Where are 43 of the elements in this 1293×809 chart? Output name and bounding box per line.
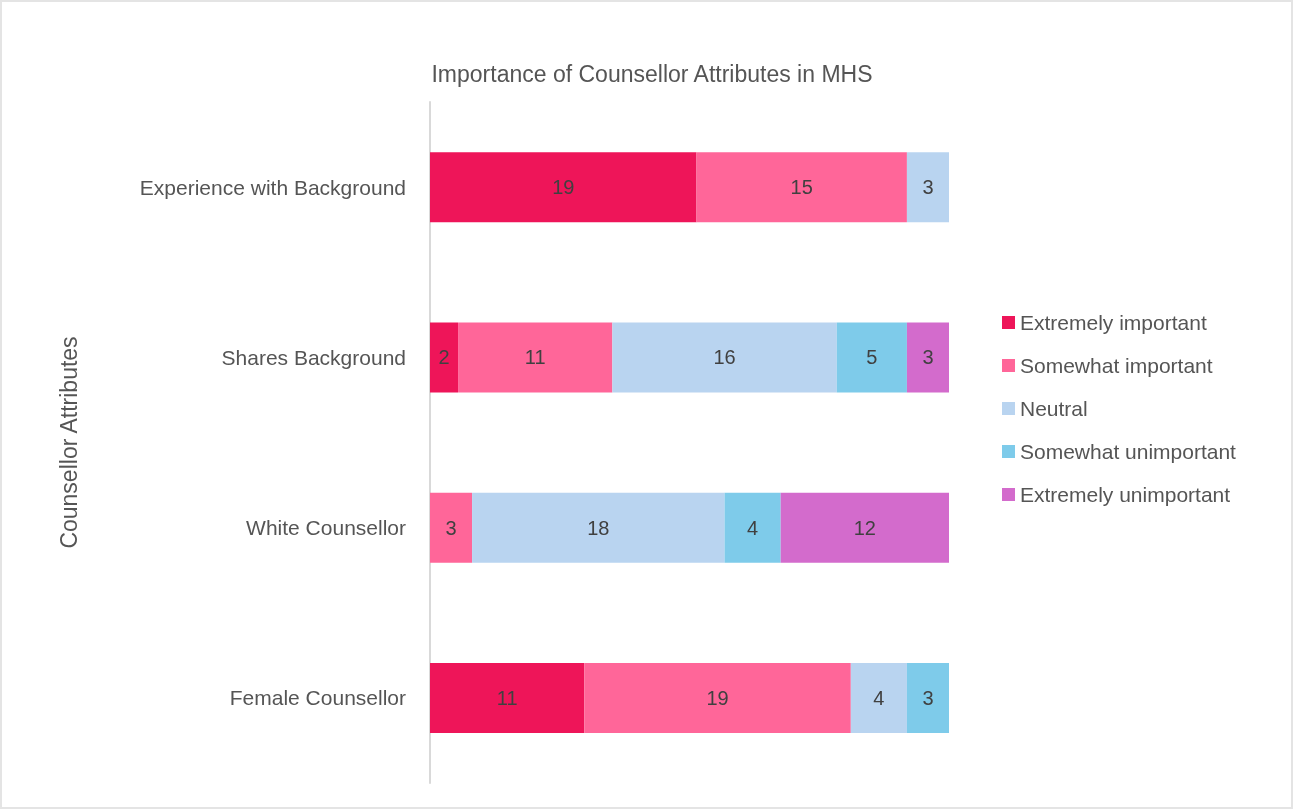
data-label: 3 [922,176,934,199]
data-label: 5 [866,346,878,369]
bar [906,322,949,393]
bar [430,662,585,733]
data-label: 11 [496,686,518,709]
data-label: 2 [438,346,450,369]
bar [906,662,949,733]
bar [906,152,949,223]
y-tick-label: Experience with Background [139,175,406,199]
legend-label: Extremely unimportant [1020,483,1231,506]
legend-label: Extremely important [1020,311,1207,334]
data-label: 3 [922,346,934,369]
data-label: 19 [706,686,729,709]
bar [850,662,907,733]
legend-label: Neutral [1020,397,1088,420]
data-label: 15 [790,176,813,199]
y-tick-label: White Counsellor [246,516,406,540]
bar [724,492,781,563]
bar [584,662,851,733]
y-axis-title: Counsellor Attributes [55,336,82,549]
bar [696,152,907,223]
bar [458,322,613,393]
y-tick-label: Shares Background [221,345,406,369]
data-label: 12 [853,516,876,539]
data-label: 4 [873,686,885,709]
data-label: 16 [713,346,736,369]
y-tick-label: Female Counsellor [229,686,406,710]
bar [430,492,473,563]
bar [472,492,725,563]
data-label: 18 [587,516,610,539]
legend-label: Somewhat unimportant [1020,440,1237,463]
data-label: 3 [922,686,934,709]
bar [430,152,697,223]
bar [836,322,907,393]
data-label: 11 [524,346,546,369]
chart-title: Importance of Counsellor Attributes in MHS [431,60,873,87]
data-label: 4 [747,516,759,539]
data-label: 3 [445,516,457,539]
bar [780,492,949,563]
bar [430,322,459,393]
bar [612,322,837,393]
data-label: 19 [552,176,575,199]
legend-label: Somewhat important [1020,354,1213,377]
